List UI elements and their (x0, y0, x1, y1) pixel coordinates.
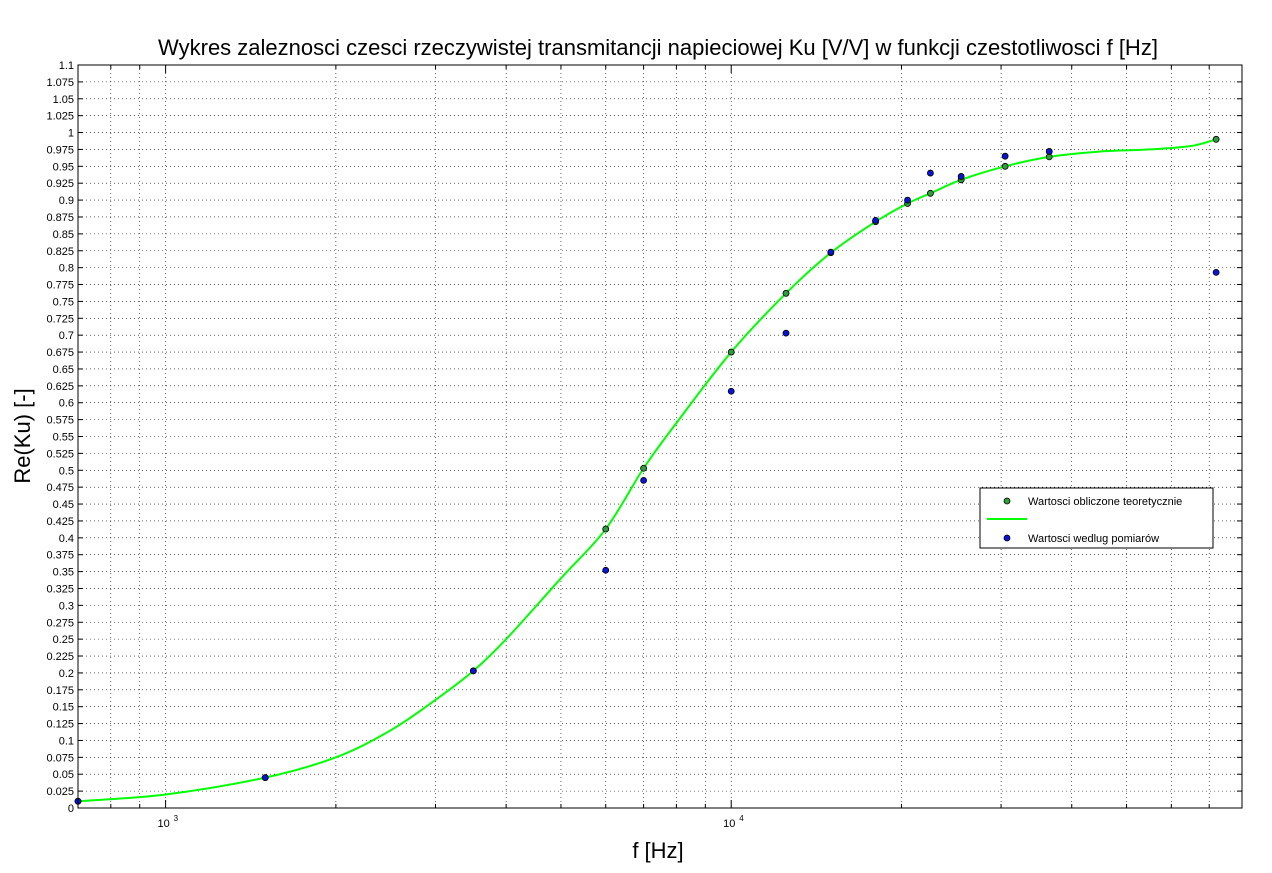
legend-label-measured: Wartosci wedlug pomiarów (1028, 533, 1159, 545)
data-point-series-2 (872, 216, 879, 224)
y-tick-label: 0.525 (46, 448, 74, 460)
y-tick-label: 0.925 (46, 178, 74, 190)
y-tick-label: 0.65 (53, 364, 74, 376)
y-tick-label: 0.225 (46, 651, 74, 663)
y-tick-label: 0.4 (59, 533, 74, 545)
y-tick-label: 0.75 (53, 296, 74, 308)
y-tick-label: 0.425 (46, 516, 74, 528)
data-point-series-2 (957, 173, 965, 180)
y-tick-label: 0.25 (53, 634, 74, 646)
y-tick-label: 0.45 (53, 499, 74, 511)
y-tick-label: 1.025 (46, 111, 74, 123)
y-tick-label: 0.775 (46, 280, 74, 292)
data-point-series-2 (904, 196, 911, 204)
data-point-series-2 (782, 329, 790, 337)
y-tick-label: 0.9 (59, 195, 74, 207)
y-tick-label: 0.6 (59, 398, 74, 410)
y-tick-label: 0.15 (53, 702, 74, 714)
y-axis-ticks: 0 0.025 0.05 0.075 0.1 0.125 0.15 0.175 0.2 0.225… (46, 60, 1242, 815)
y-tick-label: 0.125 (46, 719, 74, 731)
y-tick-label: 0.95 (53, 161, 74, 173)
x-tick-label-exponent: 4 (739, 814, 744, 823)
y-tick-label: 0.075 (46, 752, 74, 764)
y-tick-label: 1.075 (46, 77, 74, 89)
y-tick-label: 0.725 (46, 313, 74, 325)
y-axis-label: Re(Ku) [-] (10, 388, 35, 483)
y-tick-label: 0.375 (46, 550, 74, 562)
y-tick-label: 0.275 (46, 617, 74, 629)
plot-area (78, 65, 1242, 808)
data-point-series-2 (640, 477, 647, 484)
x-tick-label: 10 (723, 818, 735, 830)
y-tick-label: 0.025 (46, 786, 74, 798)
y-tick-label: 0.05 (53, 769, 74, 781)
y-tick-label: 0.3 (59, 600, 74, 612)
x-tick-label-exponent: 3 (174, 814, 179, 823)
legend-label-theoretical: Wartosci obliczone teoretycznie (1028, 496, 1182, 508)
series-layer (74, 135, 1220, 805)
y-tick-label: 0.475 (46, 482, 74, 494)
x-tick-label: 10 (157, 818, 169, 830)
y-tick-label: 0.975 (46, 144, 74, 156)
series-line-curve (77, 138, 1217, 803)
data-point-series-0 (640, 464, 647, 472)
y-tick-label: 0.8 (59, 263, 74, 275)
data-point-series-2 (602, 566, 610, 574)
y-tick-label: 0.85 (53, 229, 74, 241)
y-tick-label: 0.2 (59, 668, 74, 680)
data-point-series-2 (1045, 148, 1053, 155)
data-point-series-0 (782, 289, 790, 297)
chart-title: Wykres zaleznosci czesci rzeczywistej tr… (158, 35, 1158, 60)
y-tick-label: 0.5 (59, 465, 74, 477)
x-axis-ticks: 10 3 10 4 (77, 65, 1243, 830)
legend: Wartosci obliczone teoretycznie Wartosci… (979, 487, 1214, 549)
y-tick-label: 0.575 (46, 415, 74, 427)
y-tick-label: 1.05 (53, 94, 74, 106)
data-point-series-0 (1212, 135, 1220, 143)
data-point-series-0 (727, 348, 735, 356)
data-point-series-2 (827, 248, 835, 256)
data-point-series-2 (1212, 268, 1220, 276)
data-point-series-0 (927, 189, 934, 197)
y-tick-label: 1.1 (59, 60, 74, 72)
y-tick-label: 0.175 (46, 685, 74, 697)
y-tick-label: 0 (68, 803, 74, 815)
plot-frame (77, 64, 1243, 809)
y-tick-label: 0.825 (46, 246, 74, 258)
y-tick-label: 1 (68, 128, 74, 140)
x-axis-label: f [Hz] (632, 838, 683, 863)
data-point-series-2 (1001, 152, 1009, 160)
legend-marker-theoretical (1003, 497, 1011, 505)
y-tick-label: 0.325 (46, 583, 74, 595)
y-tick-label: 0.55 (53, 432, 74, 444)
y-tick-label: 0.35 (53, 567, 74, 579)
data-point-series-0 (602, 525, 610, 533)
data-point-series-2 (727, 387, 735, 395)
y-tick-label: 0.625 (46, 381, 74, 393)
legend-marker-measured (1003, 534, 1011, 542)
data-point-series-0 (1001, 162, 1009, 170)
y-tick-label: 0.7 (59, 330, 74, 342)
y-tick-label: 0.675 (46, 347, 74, 359)
y-tick-label: 0.1 (59, 735, 74, 747)
data-point-series-2 (469, 667, 477, 675)
data-point-series-2 (927, 169, 934, 177)
data-point-series-2 (261, 774, 269, 782)
y-tick-label: 0.875 (46, 212, 74, 224)
